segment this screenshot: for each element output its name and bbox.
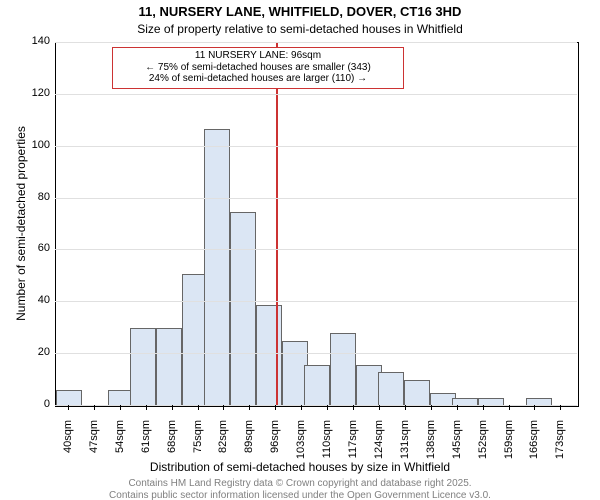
chart-root: 11, NURSERY LANE, WHITFIELD, DOVER, CT16…: [0, 0, 600, 500]
x-tick-label: 40sqm: [62, 420, 74, 470]
annotation-line: ← 75% of semi-detached houses are smalle…: [117, 62, 399, 74]
x-tick-label: 54sqm: [114, 420, 126, 470]
x-tick-mark: [120, 405, 121, 410]
y-gridline: [55, 146, 577, 147]
x-tick-label: 89sqm: [243, 420, 255, 470]
x-tick-label: 110sqm: [321, 420, 333, 470]
y-tick-label: 100: [20, 139, 50, 151]
x-tick-mark: [198, 405, 199, 410]
footer-attribution: Contains HM Land Registry data © Crown c…: [0, 478, 600, 500]
histogram-bar: [378, 372, 404, 406]
y-gridline: [55, 94, 577, 95]
y-gridline: [55, 353, 577, 354]
x-tick-label: 166sqm: [528, 420, 540, 470]
histogram-bar: [56, 390, 82, 406]
y-tick-label: 80: [20, 191, 50, 203]
x-tick-mark: [483, 405, 484, 410]
histogram-bar: [330, 333, 356, 406]
x-tick-mark: [146, 405, 147, 410]
x-tick-label: 124sqm: [373, 420, 385, 470]
x-tick-mark: [68, 405, 69, 410]
footer-line: Contains public sector information licen…: [0, 490, 600, 500]
x-tick-mark: [223, 405, 224, 410]
property-marker-line: [276, 43, 278, 406]
footer-line: Contains HM Land Registry data © Crown c…: [0, 478, 600, 490]
x-tick-mark: [94, 405, 95, 410]
histogram-bar: [130, 328, 156, 406]
histogram-bar: [404, 380, 430, 406]
histogram-bar: [304, 365, 330, 406]
x-tick-label: 47sqm: [88, 420, 100, 470]
x-tick-mark: [560, 405, 561, 410]
x-tick-mark: [431, 405, 432, 410]
y-gridline: [55, 42, 577, 43]
x-tick-label: 103sqm: [295, 420, 307, 470]
y-tick-label: 120: [20, 87, 50, 99]
x-tick-label: 131sqm: [399, 420, 411, 470]
x-tick-mark: [301, 405, 302, 410]
x-tick-label: 173sqm: [554, 420, 566, 470]
annotation-line: 24% of semi-detached houses are larger (…: [117, 73, 399, 85]
annotation-box: 11 NURSERY LANE: 96sqm ← 75% of semi-det…: [112, 47, 404, 89]
histogram-bar: [230, 212, 256, 406]
x-tick-mark: [534, 405, 535, 410]
y-gridline: [55, 198, 577, 199]
x-tick-label: 159sqm: [503, 420, 515, 470]
y-gridline: [55, 405, 577, 406]
x-tick-mark: [275, 405, 276, 410]
histogram-bar: [204, 129, 230, 406]
x-tick-label: 117sqm: [347, 420, 359, 470]
chart-title: 11, NURSERY LANE, WHITFIELD, DOVER, CT16…: [0, 4, 600, 19]
y-tick-label: 0: [20, 398, 50, 410]
x-tick-mark: [457, 405, 458, 410]
x-tick-mark: [509, 405, 510, 410]
x-tick-label: 75sqm: [192, 420, 204, 470]
histogram-bar: [156, 328, 182, 406]
x-tick-mark: [353, 405, 354, 410]
annotation-line: 11 NURSERY LANE: 96sqm: [117, 50, 399, 62]
x-tick-label: 61sqm: [140, 420, 152, 470]
y-tick-label: 140: [20, 35, 50, 47]
x-tick-label: 68sqm: [166, 420, 178, 470]
x-tick-mark: [405, 405, 406, 410]
x-tick-mark: [249, 405, 250, 410]
x-tick-mark: [172, 405, 173, 410]
x-tick-label: 96sqm: [269, 420, 281, 470]
y-gridline: [55, 249, 577, 250]
x-tick-label: 82sqm: [217, 420, 229, 470]
x-tick-label: 138sqm: [425, 420, 437, 470]
chart-subtitle: Size of property relative to semi-detach…: [0, 22, 600, 36]
y-tick-label: 40: [20, 294, 50, 306]
x-tick-mark: [379, 405, 380, 410]
y-tick-label: 20: [20, 346, 50, 358]
y-tick-label: 60: [20, 242, 50, 254]
x-tick-label: 152sqm: [477, 420, 489, 470]
x-tick-mark: [327, 405, 328, 410]
x-tick-label: 145sqm: [451, 420, 463, 470]
y-gridline: [55, 301, 577, 302]
